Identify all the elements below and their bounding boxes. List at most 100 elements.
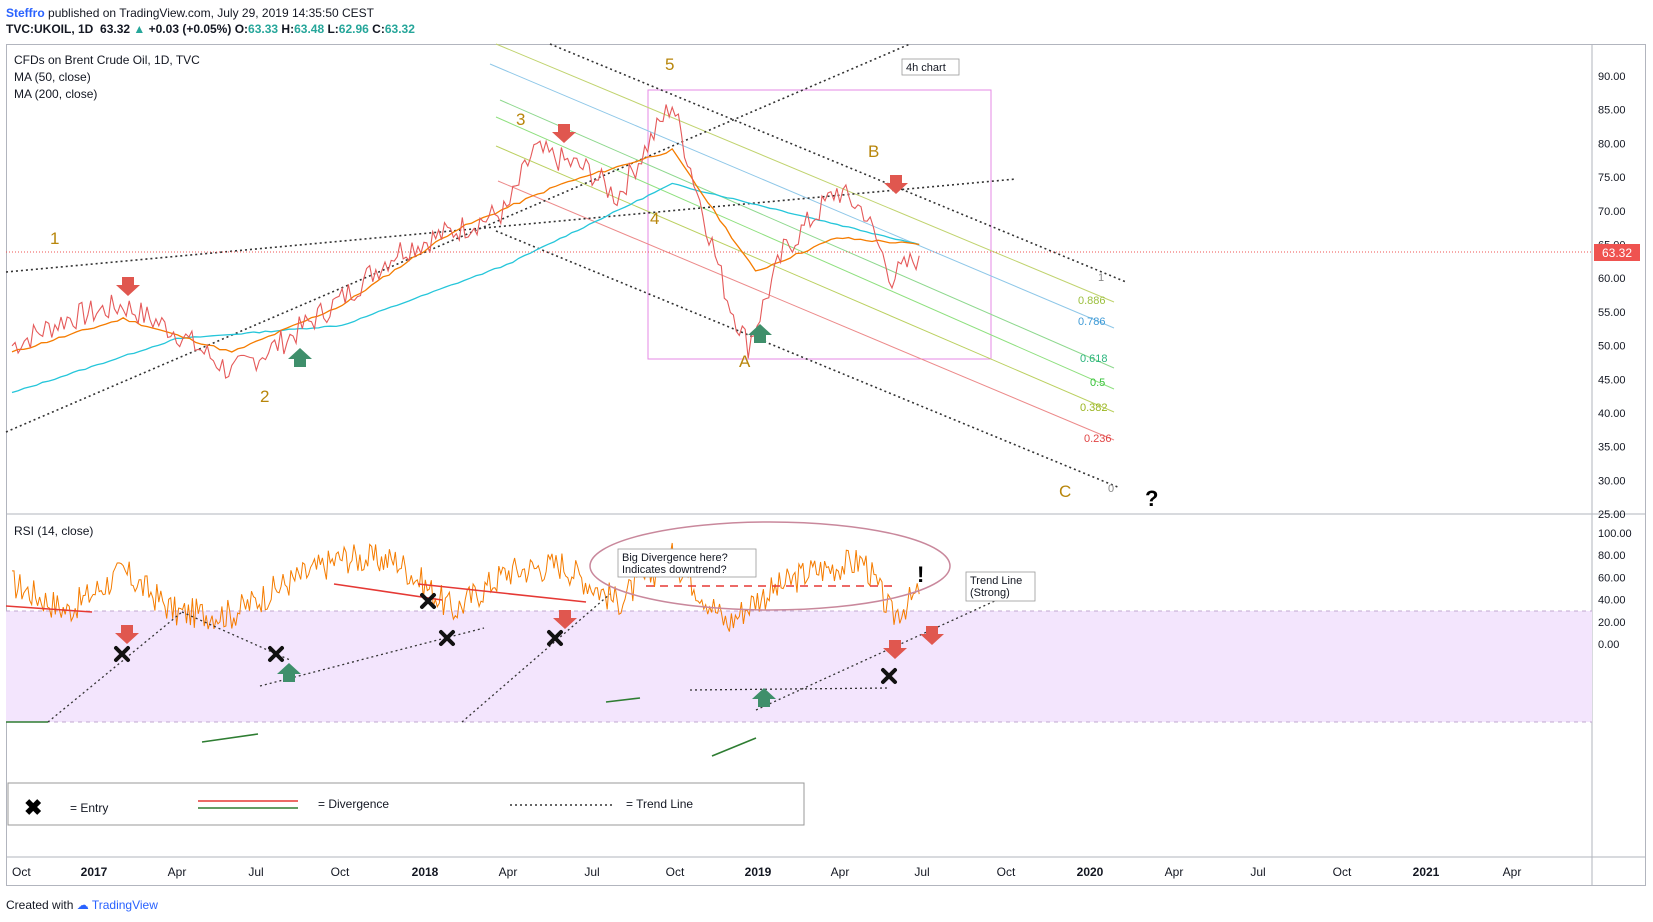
time-tick: 2020 <box>1077 865 1104 879</box>
wave-5: 5 <box>665 55 674 74</box>
fib-0382: 0.382 <box>1080 402 1108 414</box>
wave-B: B <box>868 142 879 161</box>
arrow-up-icon <box>288 348 312 367</box>
time-tick: Jul <box>914 865 929 879</box>
entry-x-icon <box>881 668 897 684</box>
time-tick: Oct <box>1333 865 1352 879</box>
divergence-note-box[interactable] <box>617 548 757 578</box>
price-tick: 85.00 <box>1598 105 1626 117</box>
entry-x-icon <box>420 593 436 609</box>
wave-1: 1 <box>50 229 59 248</box>
key-trendline-label: = Trend Line <box>626 797 693 811</box>
entry-x-icon <box>268 646 284 662</box>
price-tick: 45.00 <box>1598 374 1626 386</box>
time-tick: Apr <box>1165 865 1184 879</box>
time-tick: Apr <box>1503 865 1522 879</box>
time-tick: Oct <box>666 865 685 879</box>
rsi-axis[interactable]: 100.00 80.00 60.00 40.00 20.00 0.00 <box>1598 528 1632 651</box>
divergence-note-1: Big Divergence here? <box>622 552 728 564</box>
price-tick: 90.00 <box>1598 71 1626 83</box>
price-change: +0.03 (+0.05%) <box>148 22 232 36</box>
open-value: 63.33 <box>248 22 279 36</box>
low-label: L: <box>327 22 339 36</box>
price-tick: 70.00 <box>1598 206 1626 218</box>
key-box <box>7 782 805 826</box>
question-mark: ? <box>1145 486 1158 511</box>
price-tick: 40.00 <box>1598 408 1626 420</box>
trend-note-box[interactable] <box>965 571 1036 602</box>
price-line[interactable] <box>11 104 920 379</box>
time-tick: Jul <box>1250 865 1265 879</box>
publish-info: published on TradingView.com, July 29, 2… <box>48 6 375 20</box>
price-axis[interactable]: 90.0085.0080.0075.0070.0065.0060.0055.00… <box>1598 71 1626 521</box>
rsi-trend-lines[interactable] <box>47 593 1011 723</box>
rsi-tick: 0.00 <box>1598 639 1619 651</box>
time-tick: Apr <box>168 865 187 879</box>
time-axis[interactable]: Oct 2017 Apr Jul Oct 2018 Apr Jul Oct 2019 Apr Jul O… <box>12 865 1521 879</box>
ohlc-line: TVC:UKOIL, 1D 63.32 ▲ +0.03 (+0.05%) O:6… <box>6 22 415 36</box>
high-label: H: <box>281 22 295 36</box>
fib-0236: 0.236 <box>1084 433 1112 445</box>
footer: Created with ☁ TradingView <box>6 898 158 912</box>
rsi-tick: 100.00 <box>1598 528 1632 540</box>
wave-A: A <box>739 352 751 371</box>
close-value: 63.32 <box>384 22 415 36</box>
low-value: 62.96 <box>338 22 369 36</box>
rsi-line[interactable] <box>12 542 920 632</box>
high-value: 63.48 <box>294 22 325 36</box>
wave-C: C <box>1059 482 1071 501</box>
time-tick: Jul <box>584 865 599 879</box>
rsi-tick: 80.00 <box>1598 550 1626 562</box>
arrow-down-icon <box>116 277 140 296</box>
entry-marks[interactable] <box>114 593 897 684</box>
divergence-ellipse[interactable] <box>589 521 951 611</box>
fib-05: 0.5 <box>1090 377 1105 389</box>
arrow-up-icon <box>277 663 301 682</box>
rsi-tick: 20.00 <box>1598 617 1626 629</box>
arrow-down-icon <box>884 175 908 194</box>
trend-note-2: (Strong) <box>970 587 1010 599</box>
footer-created: Created with <box>6 898 74 912</box>
arrow-up-icon <box>752 688 776 707</box>
wave-3: 3 <box>516 110 525 129</box>
channel-lines[interactable] <box>5 43 1127 489</box>
exclaim-mark: ! <box>917 562 924 587</box>
chart-frame <box>6 44 1646 886</box>
author-link[interactable]: Steffro <box>6 6 45 20</box>
current-price-text: 63.32 <box>1602 246 1632 260</box>
key-entry-x-icon: ✖ <box>24 795 42 820</box>
price-tick: 35.00 <box>1598 442 1626 454</box>
price-tick: 50.00 <box>1598 341 1626 353</box>
footer-brand[interactable]: TradingView <box>91 898 158 912</box>
open-label: O: <box>234 22 249 36</box>
ma50-line[interactable] <box>11 147 920 353</box>
4h-box[interactable] <box>647 89 992 360</box>
rsi-legend: RSI (14, close) <box>14 524 93 538</box>
wave-2: 2 <box>260 387 269 406</box>
time-tick: Oct <box>12 865 31 879</box>
arrow-up-icon <box>748 324 772 343</box>
signal-arrows[interactable] <box>115 124 944 707</box>
time-tick: Jul <box>248 865 263 879</box>
time-tick: 2018 <box>412 865 439 879</box>
ma200-line[interactable] <box>11 182 920 394</box>
fib-0786: 0.786 <box>1078 316 1106 328</box>
fib-channel[interactable] <box>489 43 1115 441</box>
ma200-legend: MA (200, close) <box>14 87 97 101</box>
symbol-label: TVC:UKOIL, 1D <box>6 22 94 36</box>
rsi-tick: 60.00 <box>1598 572 1626 584</box>
price-tick: 75.00 <box>1598 172 1626 184</box>
time-tick: Oct <box>997 865 1016 879</box>
rsi-tick: 40.00 <box>1598 595 1626 607</box>
fib-0886: 0.886 <box>1078 295 1106 307</box>
time-tick: 2021 <box>1413 865 1440 879</box>
entry-x-icon <box>439 630 455 646</box>
time-tick: Oct <box>331 865 350 879</box>
entry-x-icon <box>114 646 130 662</box>
4h-label-box[interactable] <box>901 58 960 76</box>
last-price: 63.32 <box>100 22 131 36</box>
arrow-down-icon <box>920 626 944 645</box>
divergence-lines[interactable] <box>5 583 757 757</box>
time-tick: Apr <box>499 865 518 879</box>
